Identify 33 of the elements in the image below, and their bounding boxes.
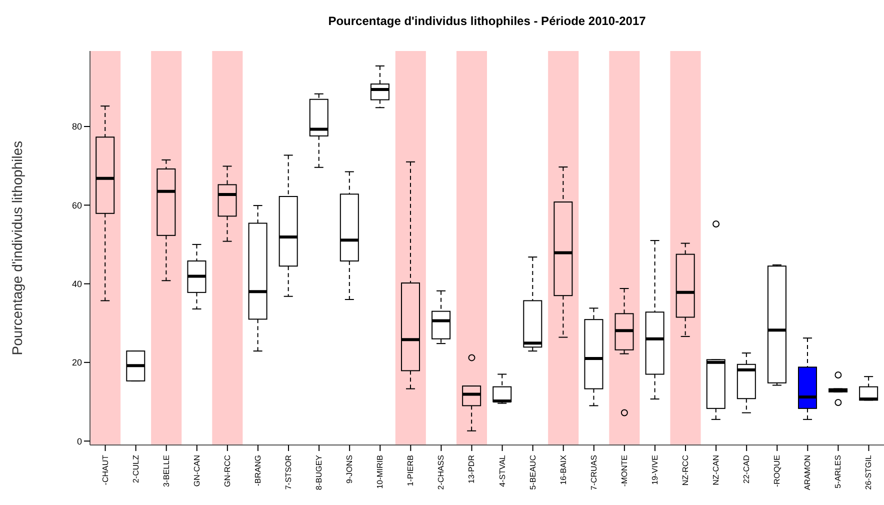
x-tick-label: 9-JONS <box>345 455 354 484</box>
y-tick-label: 20 <box>72 358 82 368</box>
x-tick-label: 8-BUGEY <box>314 454 324 490</box>
x-tick-label: NZ-CAN <box>712 454 721 486</box>
x-tick-label: 7-CRUAS <box>589 455 598 490</box>
x-tick-label: 3-BELLE <box>162 455 171 488</box>
x-tick-label: 10-MIRIB <box>376 455 385 489</box>
x-tick-label: 7-STSOR <box>284 454 293 490</box>
x-tick-label: GN-RCC <box>222 454 232 487</box>
x-tick-label: 5-ARLES <box>834 455 843 488</box>
x-tick-label: NZ-RCC <box>681 454 690 486</box>
x-tick-label: 1-PIERB <box>406 455 416 486</box>
x-tick-label: 22-CAD <box>742 454 752 484</box>
x-tick-label: 13-PDR <box>467 454 476 484</box>
y-tick-label: 40 <box>72 278 82 289</box>
x-tick-label: -ROQUE <box>772 455 782 487</box>
x-tick-label: -MONTE <box>620 455 629 487</box>
x-tick-label: 26-STGIL <box>864 454 874 490</box>
x-tick-label: GN-CAN <box>192 454 202 487</box>
y-tick-label: 60 <box>72 200 82 210</box>
x-tick-label: 19-VIVE <box>650 455 660 485</box>
x-tick-label: 16-BAIX <box>558 454 568 485</box>
x-tick-label: 4-STVAL <box>498 454 507 487</box>
x-tick-label: -BRANG <box>253 455 262 486</box>
y-tick-label: 0 <box>76 436 82 446</box>
x-tick-label: ARAMON <box>803 454 812 490</box>
x-tick-label: 2-CULZ <box>131 454 140 484</box>
y-tick-label: 80 <box>72 122 82 132</box>
x-tick-label: 5-BEAUC <box>528 454 538 490</box>
chart-title: Pourcentage d'individus lithophiles - Période 2010-2017 <box>327 14 647 28</box>
x-tick-label: -CHAUT <box>100 454 110 486</box>
x-tick-label: 2-CHASS <box>436 455 446 490</box>
y-axis-title: Pourcentage d'individus lithophiles <box>9 140 25 356</box>
